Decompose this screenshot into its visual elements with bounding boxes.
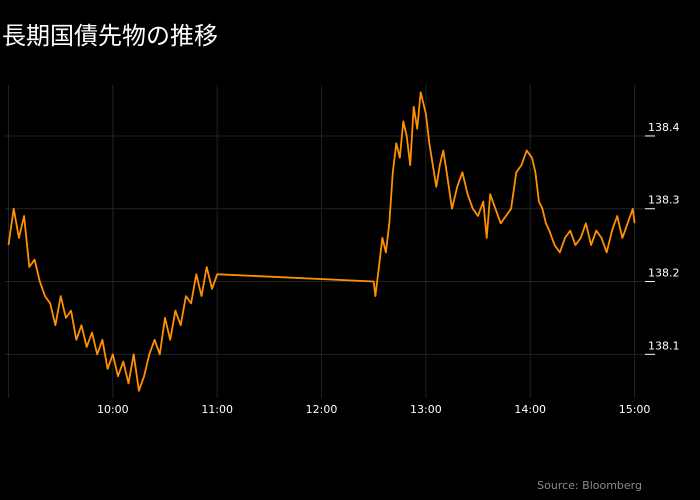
x-tick-label: 10:00 xyxy=(97,403,129,416)
x-tick-label: 15:00 xyxy=(619,403,651,416)
x-tick-label: 13:00 xyxy=(410,403,442,416)
y-tick-label: 138.1 xyxy=(648,339,680,352)
y-tick-label: 138.3 xyxy=(648,194,680,207)
grid-layer xyxy=(5,85,645,398)
x-tick-label: 11:00 xyxy=(201,403,233,416)
chart-title: 長期国債先物の推移 xyxy=(2,22,218,50)
y-tick-label: 138.2 xyxy=(648,267,680,280)
y-tick-label: 138.4 xyxy=(648,121,680,134)
x-tick-label: 14:00 xyxy=(514,403,546,416)
x-tick-label: 12:00 xyxy=(306,403,338,416)
series-line xyxy=(7,91,636,392)
series-layer xyxy=(7,91,636,392)
source-note: Source: Bloomberg xyxy=(537,479,642,492)
axis-layer: 10:00 11:00 12:00 13:00 14:00 15:00 138.1 138.2… xyxy=(97,121,680,416)
